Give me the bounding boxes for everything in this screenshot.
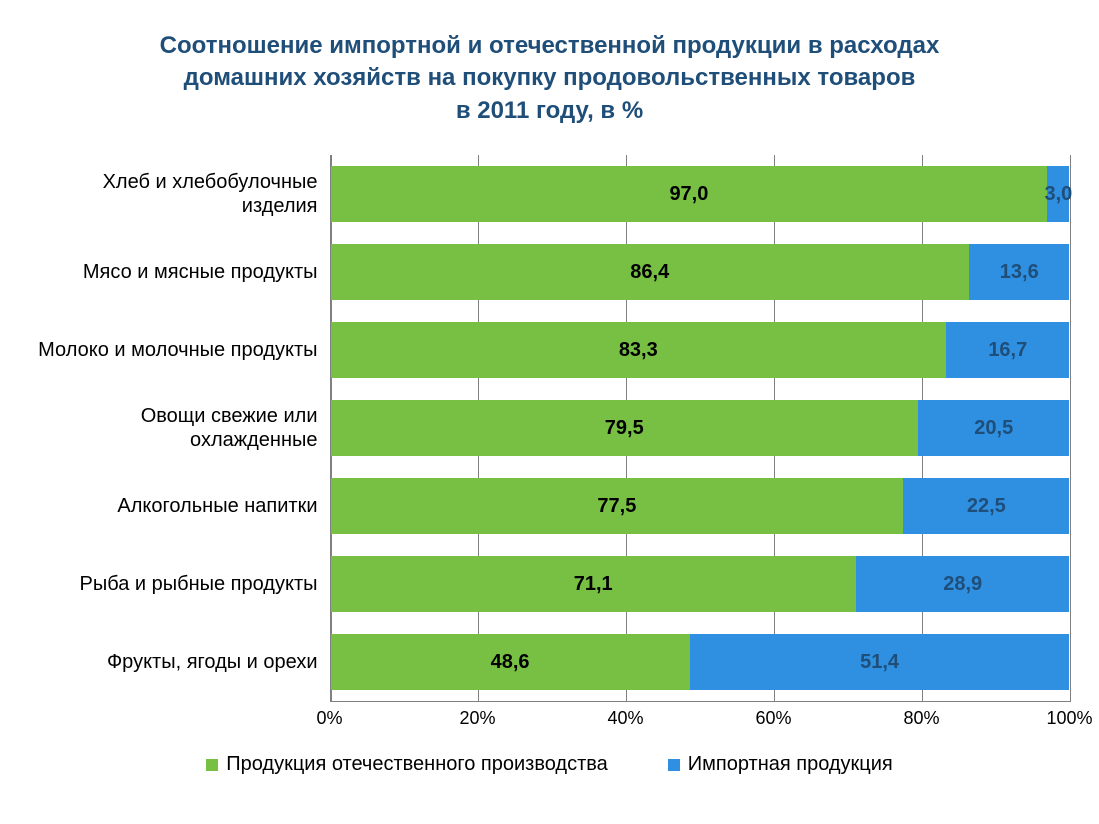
plot-cell: 86,4 13,6 (330, 233, 1070, 311)
bar-value-domestic: 97,0 (669, 183, 708, 206)
bar-value-domestic: 79,5 (605, 417, 644, 440)
x-axis-tick-label: 100% (1046, 708, 1092, 729)
chart-row: Алкогольные напитки 77,5 22,5 (30, 467, 1070, 545)
legend-label-domestic: Продукция отечественного производства (226, 753, 608, 776)
plot-cell: 97,0 3,0 (330, 155, 1070, 233)
chart-title-line3: в 2011 году, в % (456, 97, 643, 124)
category-label: Хлеб и хлебобулочные изделия (30, 170, 330, 218)
bar-segment-domestic: 79,5 (331, 400, 919, 456)
chart-legend: Продукция отечественного производства Им… (30, 753, 1070, 776)
bar-value-domestic: 48,6 (491, 651, 530, 674)
category-label: Овощи свежие или охлажденные (30, 404, 330, 452)
x-axis: 0%20%40%60%80%100% (30, 701, 1070, 731)
plot-cell: 77,5 22,5 (330, 467, 1070, 545)
chart-row: Хлеб и хлебобулочные изделия 97,0 3,0 (30, 155, 1070, 233)
bar-segment-import: 13,6 (969, 244, 1070, 300)
bar-segment-domestic: 77,5 (331, 478, 904, 534)
x-axis-tick-label: 80% (903, 708, 939, 729)
plot-cell: 48,6 51,4 (330, 623, 1070, 701)
bar-value-import: 13,6 (1000, 261, 1039, 284)
bar-value-domestic: 71,1 (574, 573, 613, 596)
bar-value-import: 22,5 (967, 495, 1006, 518)
chart-row: Молоко и молочные продукты 83,3 16,7 (30, 311, 1070, 389)
plot-cell: 83,3 16,7 (330, 311, 1070, 389)
category-label: Мясо и мясные продукты (30, 260, 330, 284)
bar-segment-domestic: 71,1 (331, 556, 856, 612)
bar-value-import: 28,9 (943, 573, 982, 596)
chart-row: Рыба и рыбные продукты 71,1 28,9 (30, 545, 1070, 623)
x-axis-tick-label: 0% (316, 708, 342, 729)
bar-segment-import: 51,4 (690, 634, 1070, 690)
bar-segment-import: 28,9 (856, 556, 1070, 612)
bar-segment-import: 20,5 (918, 400, 1069, 456)
legend-swatch-domestic (206, 759, 218, 771)
chart-container: Соотношение импортной и отечественной пр… (0, 0, 1099, 824)
category-label: Рыба и рыбные продукты (30, 572, 330, 596)
bar-segment-import: 22,5 (903, 478, 1069, 534)
bar-segment-domestic: 86,4 (331, 244, 969, 300)
bar-segment-domestic: 97,0 (331, 166, 1048, 222)
legend-swatch-import (668, 759, 680, 771)
bar-value-import: 51,4 (860, 651, 899, 674)
bar-segment-import: 16,7 (946, 322, 1069, 378)
legend-item-domestic: Продукция отечественного производства (206, 753, 608, 776)
bar-value-import: 20,5 (974, 417, 1013, 440)
chart-title: Соотношение импортной и отечественной пр… (70, 30, 1030, 127)
bar-segment-domestic: 83,3 (331, 322, 947, 378)
bar-segment-domestic: 48,6 (331, 634, 690, 690)
chart-row: Овощи свежие или охлажденные 79,5 20,5 (30, 389, 1070, 467)
legend-item-import: Импортная продукция (668, 753, 893, 776)
x-axis-tick-label: 20% (459, 708, 495, 729)
category-label: Алкогольные напитки (30, 494, 330, 518)
category-label: Молоко и молочные продукты (30, 338, 330, 362)
chart-plot-area: Хлеб и хлебобулочные изделия 97,0 3,0 Мясо … (30, 155, 1070, 776)
chart-row: Мясо и мясные продукты 86,4 13,6 (30, 233, 1070, 311)
plot-cell: 79,5 20,5 (330, 389, 1070, 467)
chart-title-line1: Соотношение импортной и отечественной пр… (160, 32, 940, 59)
x-axis-tick-label: 40% (607, 708, 643, 729)
bar-value-domestic: 77,5 (597, 495, 636, 518)
plot-cell: 71,1 28,9 (330, 545, 1070, 623)
bar-value-domestic: 83,3 (619, 339, 658, 362)
bar-segment-import: 3,0 (1047, 166, 1069, 222)
chart-row: Фрукты, ягоды и орехи 48,6 51,4 (30, 623, 1070, 701)
bar-value-domestic: 86,4 (630, 261, 669, 284)
chart-title-line2: домашних хозяйств на покупку продовольст… (184, 64, 916, 91)
bar-value-import: 16,7 (988, 339, 1027, 362)
bar-value-import: 3,0 (1045, 183, 1073, 206)
x-axis-tick-label: 60% (755, 708, 791, 729)
legend-label-import: Импортная продукция (688, 753, 893, 776)
category-label: Фрукты, ягоды и орехи (30, 650, 330, 674)
